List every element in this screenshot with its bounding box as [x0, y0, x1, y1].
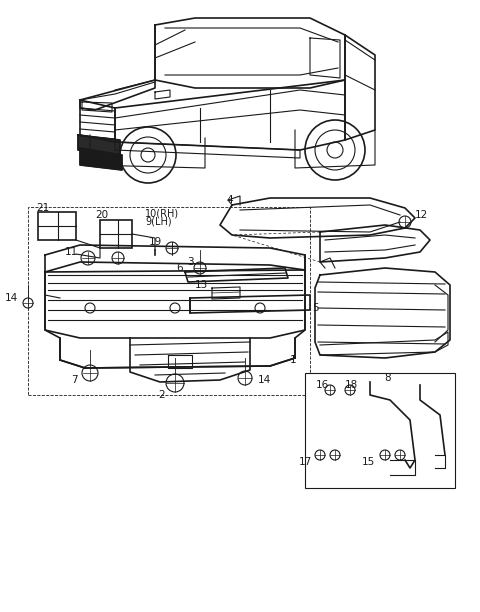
Text: 7: 7 — [72, 375, 78, 385]
Polygon shape — [80, 148, 122, 170]
Bar — [100, 220, 132, 248]
Text: 21: 21 — [36, 203, 49, 213]
Text: 15: 15 — [362, 457, 375, 467]
Text: 14: 14 — [258, 375, 271, 385]
Text: 10(RH): 10(RH) — [145, 209, 179, 219]
Text: 20: 20 — [95, 210, 108, 220]
Text: 13: 13 — [195, 280, 208, 290]
Text: 2: 2 — [159, 390, 165, 400]
Bar — [38, 212, 76, 240]
Text: 4: 4 — [227, 195, 233, 205]
Polygon shape — [78, 135, 120, 155]
Text: 6: 6 — [176, 263, 183, 273]
Text: 9(LH): 9(LH) — [145, 217, 172, 227]
Text: 17: 17 — [299, 457, 312, 467]
Text: 1: 1 — [290, 355, 297, 365]
Bar — [28, 207, 310, 395]
Bar — [305, 373, 455, 488]
Text: 5: 5 — [312, 303, 319, 313]
Text: 11: 11 — [65, 247, 78, 257]
Text: 18: 18 — [345, 380, 358, 390]
Text: 14: 14 — [5, 293, 18, 303]
Text: 8: 8 — [384, 373, 391, 383]
Text: 16: 16 — [315, 380, 329, 390]
Text: 3: 3 — [187, 257, 193, 267]
Text: 19: 19 — [149, 237, 162, 247]
Text: 12: 12 — [415, 210, 428, 220]
